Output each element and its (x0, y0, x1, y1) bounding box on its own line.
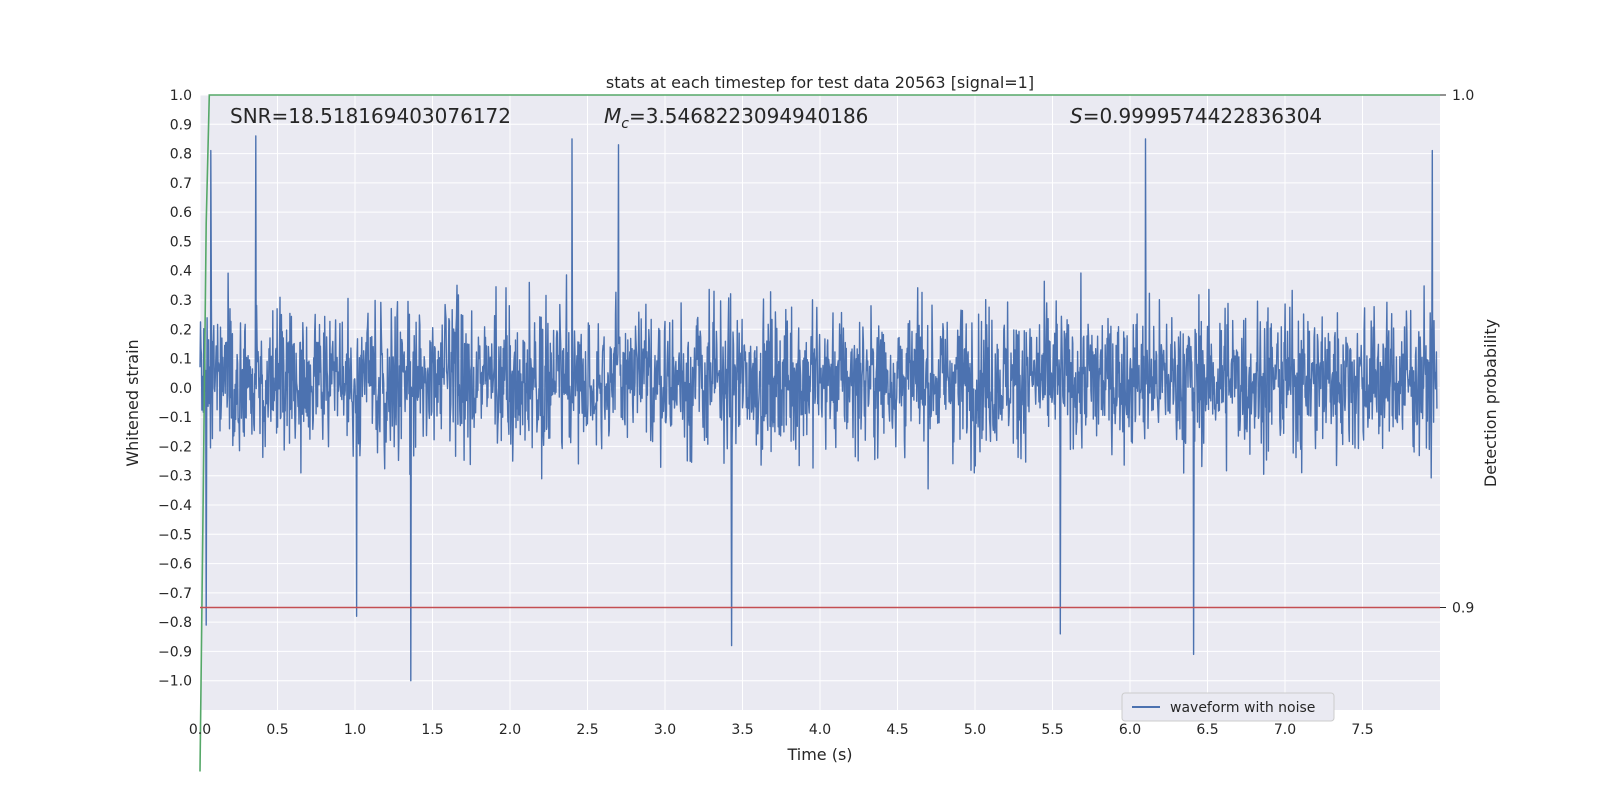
y-tick-label: 0.0 (170, 381, 192, 397)
snr-annotation: SNR=18.518169403076172 (230, 104, 511, 128)
chart-title: stats at each timestep for test data 205… (606, 73, 1034, 92)
chirp-mass-symbol: M (604, 104, 621, 128)
x-tick-label: 3.0 (654, 722, 676, 738)
x-tick-label: 1.5 (421, 722, 443, 738)
y-tick-label: −0.3 (158, 469, 192, 485)
y-tick-label: 0.6 (170, 205, 192, 221)
y-tick-label: −0.7 (158, 586, 192, 602)
y-axis-ticks: 1.0 0.9 0.8 0.7 0.6 0.5 0.4 0.3 0.2 0.1 0.0 −0.1 −0.… (158, 88, 192, 690)
x-tick-label: 7.0 (1274, 722, 1296, 738)
chirp-mass-annotation: Mc=3.5468223094940186 (604, 104, 868, 132)
chirp-mass-subscript: c (621, 116, 629, 132)
score-annotation: S=0.9999574422836304 (1070, 104, 1322, 128)
x-tick-label: 0.5 (266, 722, 288, 738)
waveform-series (199, 135, 1438, 682)
probability-series (199, 94, 1440, 772)
y-tick-label: 0.4 (170, 264, 192, 280)
y-tick-label: −0.5 (158, 527, 192, 543)
x-axis-ticks: 0.0 0.5 1.0 1.5 2.0 2.5 3.0 3.5 4.0 4.5 5.0 5.5 6.0 6… (189, 722, 1374, 738)
y-tick-label: −0.4 (158, 498, 192, 514)
y2-axis-label: Detection probability (1481, 319, 1500, 487)
y2-tick-label: 0.9 (1452, 601, 1474, 617)
probability-line (199, 94, 1440, 772)
y-tick-label: −0.9 (158, 644, 192, 660)
x-tick-label: 6.5 (1196, 722, 1218, 738)
x-tick-label: 5.0 (964, 722, 986, 738)
y-tick-label: 0.7 (170, 176, 192, 192)
x-tick-label: 4.5 (886, 722, 908, 738)
x-tick-label: 0.0 (189, 722, 211, 738)
score-symbol: S (1070, 104, 1083, 128)
x-tick-label: 2.5 (576, 722, 598, 738)
y-tick-label: −0.6 (158, 557, 192, 573)
legend-label-waveform: waveform with noise (1170, 700, 1315, 716)
x-tick-label: 7.5 (1351, 722, 1373, 738)
y-tick-label: −0.1 (158, 410, 192, 426)
y2-axis-ticks: 1.0 0.9 (1440, 88, 1474, 617)
y-tick-label: −0.8 (158, 615, 192, 631)
y-tick-label: 0.2 (170, 322, 192, 338)
y-tick-label: 0.3 (170, 293, 192, 309)
y-tick-label: −1.0 (158, 674, 192, 690)
y-axis-label: Whitened strain (123, 339, 142, 466)
y-tick-label: 1.0 (170, 88, 192, 104)
score-value: =0.9999574422836304 (1083, 104, 1322, 128)
legend: waveform with noise (1121, 692, 1335, 722)
x-axis-label: Time (s) (786, 745, 852, 764)
y-tick-label: 0.9 (170, 117, 192, 133)
x-tick-label: 4.0 (809, 722, 831, 738)
y-tick-label: 0.1 (170, 352, 192, 368)
y-tick-label: 0.8 (170, 147, 192, 163)
y-tick-label: 0.5 (170, 234, 192, 250)
x-tick-label: 6.0 (1119, 722, 1141, 738)
legend-box (1121, 692, 1335, 722)
y-tick-label: −0.2 (158, 439, 192, 455)
waveform-line (199, 135, 1438, 682)
x-tick-label: 3.5 (731, 722, 753, 738)
chirp-mass-value: =3.5468223094940186 (629, 104, 868, 128)
y2-tick-label: 1.0 (1452, 88, 1474, 104)
x-tick-label: 2.0 (499, 722, 521, 738)
x-tick-label: 5.5 (1041, 722, 1063, 738)
x-tick-label: 1.0 (344, 722, 366, 738)
